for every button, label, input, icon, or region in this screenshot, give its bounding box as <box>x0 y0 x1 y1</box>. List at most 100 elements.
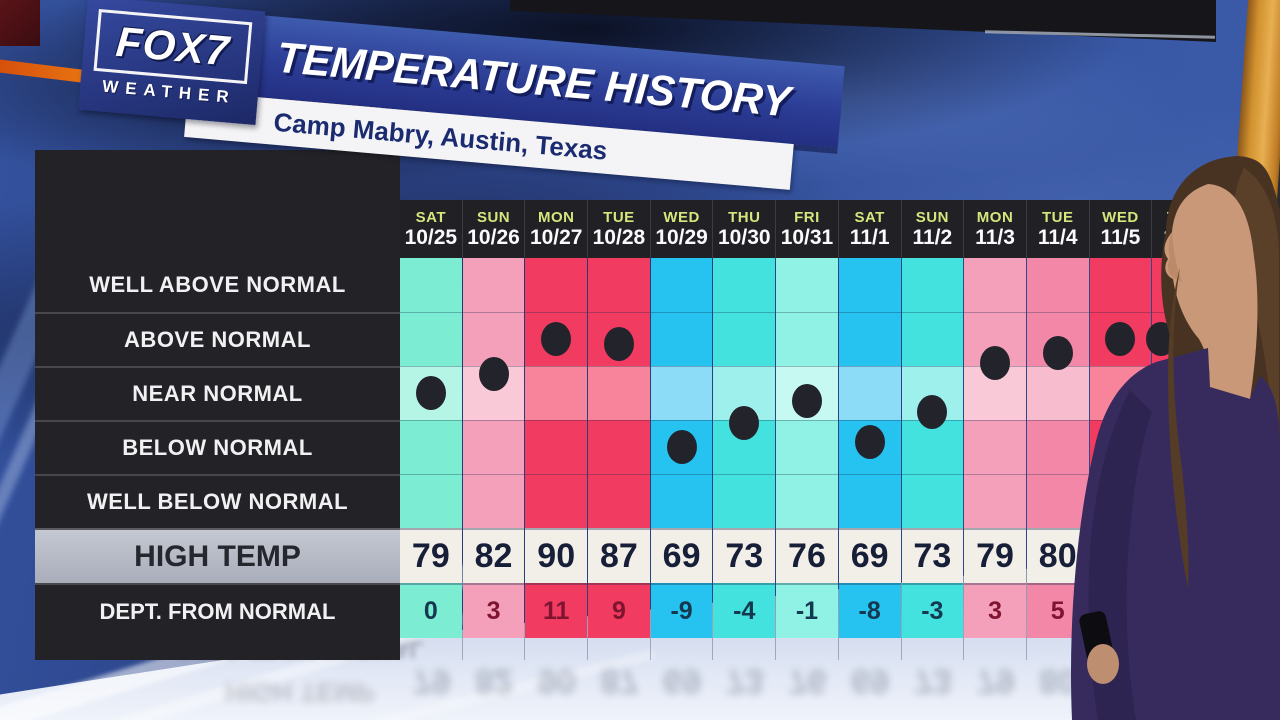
day-column-header: MON 11/3 <box>964 200 1027 258</box>
category-column <box>713 258 776 528</box>
day-column: TUE 10/28 87 9 <box>588 200 651 660</box>
day-date: 10/28 <box>592 226 646 249</box>
category-dot-marker <box>666 430 697 464</box>
dept-from-normal-value: -4 <box>713 583 776 638</box>
day-column-header: MON 10/27 <box>525 200 589 258</box>
category-column <box>588 258 650 528</box>
dept-from-normal-value: -8 <box>838 583 901 638</box>
category-cell <box>776 312 838 366</box>
high-temp-row-label: HIGH TEMP <box>35 528 400 583</box>
dept-row-label: DEPT. FROM NORMAL <box>35 583 400 638</box>
day-column-header: SUN 10/26 <box>462 200 526 258</box>
category-cell <box>651 258 713 312</box>
weather-presenter <box>1070 156 1280 720</box>
high-temp-value: 87 <box>588 528 650 583</box>
day-date: 10/31 <box>780 226 834 249</box>
dept-from-normal-value: -1 <box>776 583 838 638</box>
category-dot-marker <box>854 425 885 459</box>
category-cell <box>1026 420 1089 474</box>
high-temp-value: 82 <box>462 528 525 583</box>
day-column-header: TUE 11/4 <box>1026 200 1090 258</box>
day-date: 11/4 <box>1037 226 1078 249</box>
high-temp-value: 69 <box>838 528 901 583</box>
category-cell <box>839 258 901 312</box>
category-column <box>776 258 838 528</box>
category-column <box>462 258 525 528</box>
category-cell <box>525 420 588 474</box>
category-dot-marker <box>917 395 948 429</box>
category-row-label: WELL BELOW NORMAL <box>35 474 400 528</box>
category-cell <box>525 312 588 366</box>
category-cell <box>838 474 901 528</box>
category-cell <box>525 258 587 312</box>
dept-from-normal-value: 3 <box>964 583 1026 638</box>
dept-from-normal-value: -3 <box>901 583 964 638</box>
category-column <box>400 258 462 528</box>
category-dot-marker <box>478 357 509 391</box>
day-name: TUE <box>1041 209 1074 226</box>
category-dot-marker <box>980 346 1011 380</box>
category-cell <box>776 420 838 474</box>
category-column <box>901 258 964 528</box>
category-dot-marker <box>603 327 634 361</box>
category-cell <box>1026 312 1089 366</box>
day-column-header: TUE 10/28 <box>588 200 651 258</box>
day-column-header: SAT 11/1 <box>838 200 902 258</box>
category-dot-marker <box>541 322 572 356</box>
day-date: 10/29 <box>655 226 708 249</box>
day-date: 11/2 <box>912 226 953 249</box>
category-column <box>650 258 713 528</box>
day-column-header: SUN 11/2 <box>901 200 965 258</box>
day-name: SUN <box>476 209 511 226</box>
category-cell <box>713 474 776 528</box>
day-column: WED 10/29 69 -9 <box>650 200 714 660</box>
day-name: FRI <box>794 209 820 226</box>
category-cell <box>964 474 1026 528</box>
fox7-logo-box: FOX7 <box>93 9 253 85</box>
day-date: 10/25 <box>404 226 458 249</box>
day-name: SUN <box>915 209 949 226</box>
day-column: THU 10/30 73 -4 <box>713 200 777 660</box>
category-cell <box>462 474 525 528</box>
day-name: TUE <box>603 209 635 226</box>
category-cell <box>650 312 713 366</box>
category-row-label: NEAR NORMAL <box>35 366 400 420</box>
category-column <box>838 258 901 528</box>
day-name: WED <box>663 209 700 226</box>
category-row-label: ABOVE NORMAL <box>35 312 400 366</box>
day-column-header: WED 10/29 <box>650 200 714 258</box>
dept-from-normal-value: -9 <box>650 583 713 638</box>
category-cell <box>462 312 525 366</box>
day-column: SUN 11/2 73 -3 <box>901 200 965 660</box>
category-column <box>1026 258 1089 528</box>
category-cell <box>776 258 838 312</box>
day-column: SUN 10/26 82 3 <box>462 200 526 660</box>
category-label-panel: WELL ABOVE NORMAL ABOVE NORMAL NEAR NORM… <box>35 150 400 660</box>
category-dot-marker <box>791 384 822 418</box>
fox7-logo-text: FOX7 <box>114 17 232 75</box>
dept-from-normal-value: 0 <box>400 583 462 638</box>
category-cell <box>525 366 588 420</box>
day-column: SAT 11/1 69 -8 <box>838 200 902 660</box>
dept-from-normal-value: 9 <box>588 583 650 638</box>
day-date: 10/27 <box>529 226 583 249</box>
day-date: 10/30 <box>718 226 771 249</box>
category-cell <box>588 474 650 528</box>
category-cell <box>400 420 462 474</box>
category-cell <box>838 312 901 366</box>
day-date: 11/1 <box>849 226 890 249</box>
category-column <box>964 258 1026 528</box>
category-cell <box>838 420 901 474</box>
category-dot-marker <box>1042 336 1073 370</box>
category-cell <box>588 366 650 420</box>
category-cell <box>463 258 525 312</box>
day-column: MON 11/3 79 3 <box>964 200 1027 660</box>
category-cell <box>650 474 713 528</box>
day-name: MON <box>537 209 575 226</box>
category-cell <box>838 366 901 420</box>
category-row-label: WELL ABOVE NORMAL <box>89 272 346 297</box>
day-column: SAT 10/25 79 0 <box>400 200 463 660</box>
day-name: SAT <box>415 209 447 226</box>
presenter-face-shading <box>1167 232 1182 282</box>
corner-set-piece <box>0 0 40 46</box>
